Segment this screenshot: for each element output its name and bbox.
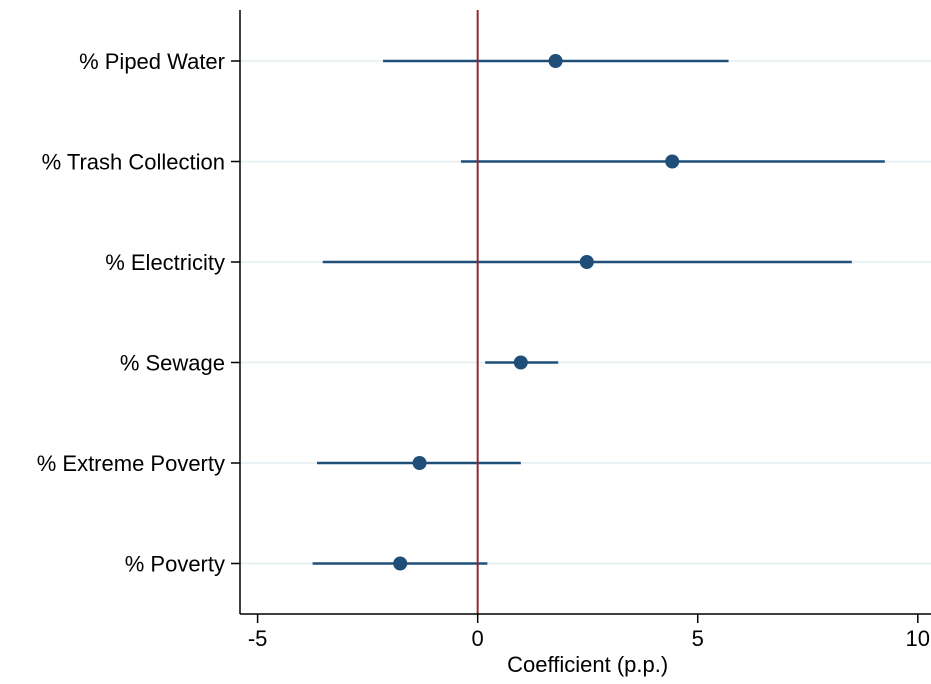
category-label: % Sewage — [120, 351, 225, 376]
category-label: % Piped Water — [79, 49, 225, 74]
point-estimate — [513, 355, 528, 370]
point-estimates — [393, 54, 680, 571]
point-estimate — [548, 54, 563, 68]
x-axis-ticks: -5 0 5 10 — [248, 614, 930, 651]
axes — [239, 10, 931, 615]
confidence-intervals — [312, 59, 885, 565]
x-tick-label: 5 — [692, 626, 704, 651]
category-label: % Trash Collection — [42, 150, 225, 175]
point-estimate — [665, 154, 680, 169]
point-estimate — [393, 556, 408, 571]
point-estimate — [579, 255, 594, 269]
x-axis-title: Coefficient (p.p.) — [507, 652, 668, 677]
category-label: % Electricity — [105, 250, 225, 275]
category-label: % Poverty — [125, 552, 225, 577]
point-estimate — [412, 456, 427, 470]
category-label: % Extreme Poverty — [37, 451, 225, 476]
x-tick-label: -5 — [248, 626, 268, 651]
x-tick-label: 0 — [472, 626, 484, 651]
gridlines — [240, 60, 931, 565]
y-axis-ticks: % Piped Water % Trash Collection % Electri… — [37, 49, 240, 577]
x-tick-label: 10 — [906, 626, 930, 651]
